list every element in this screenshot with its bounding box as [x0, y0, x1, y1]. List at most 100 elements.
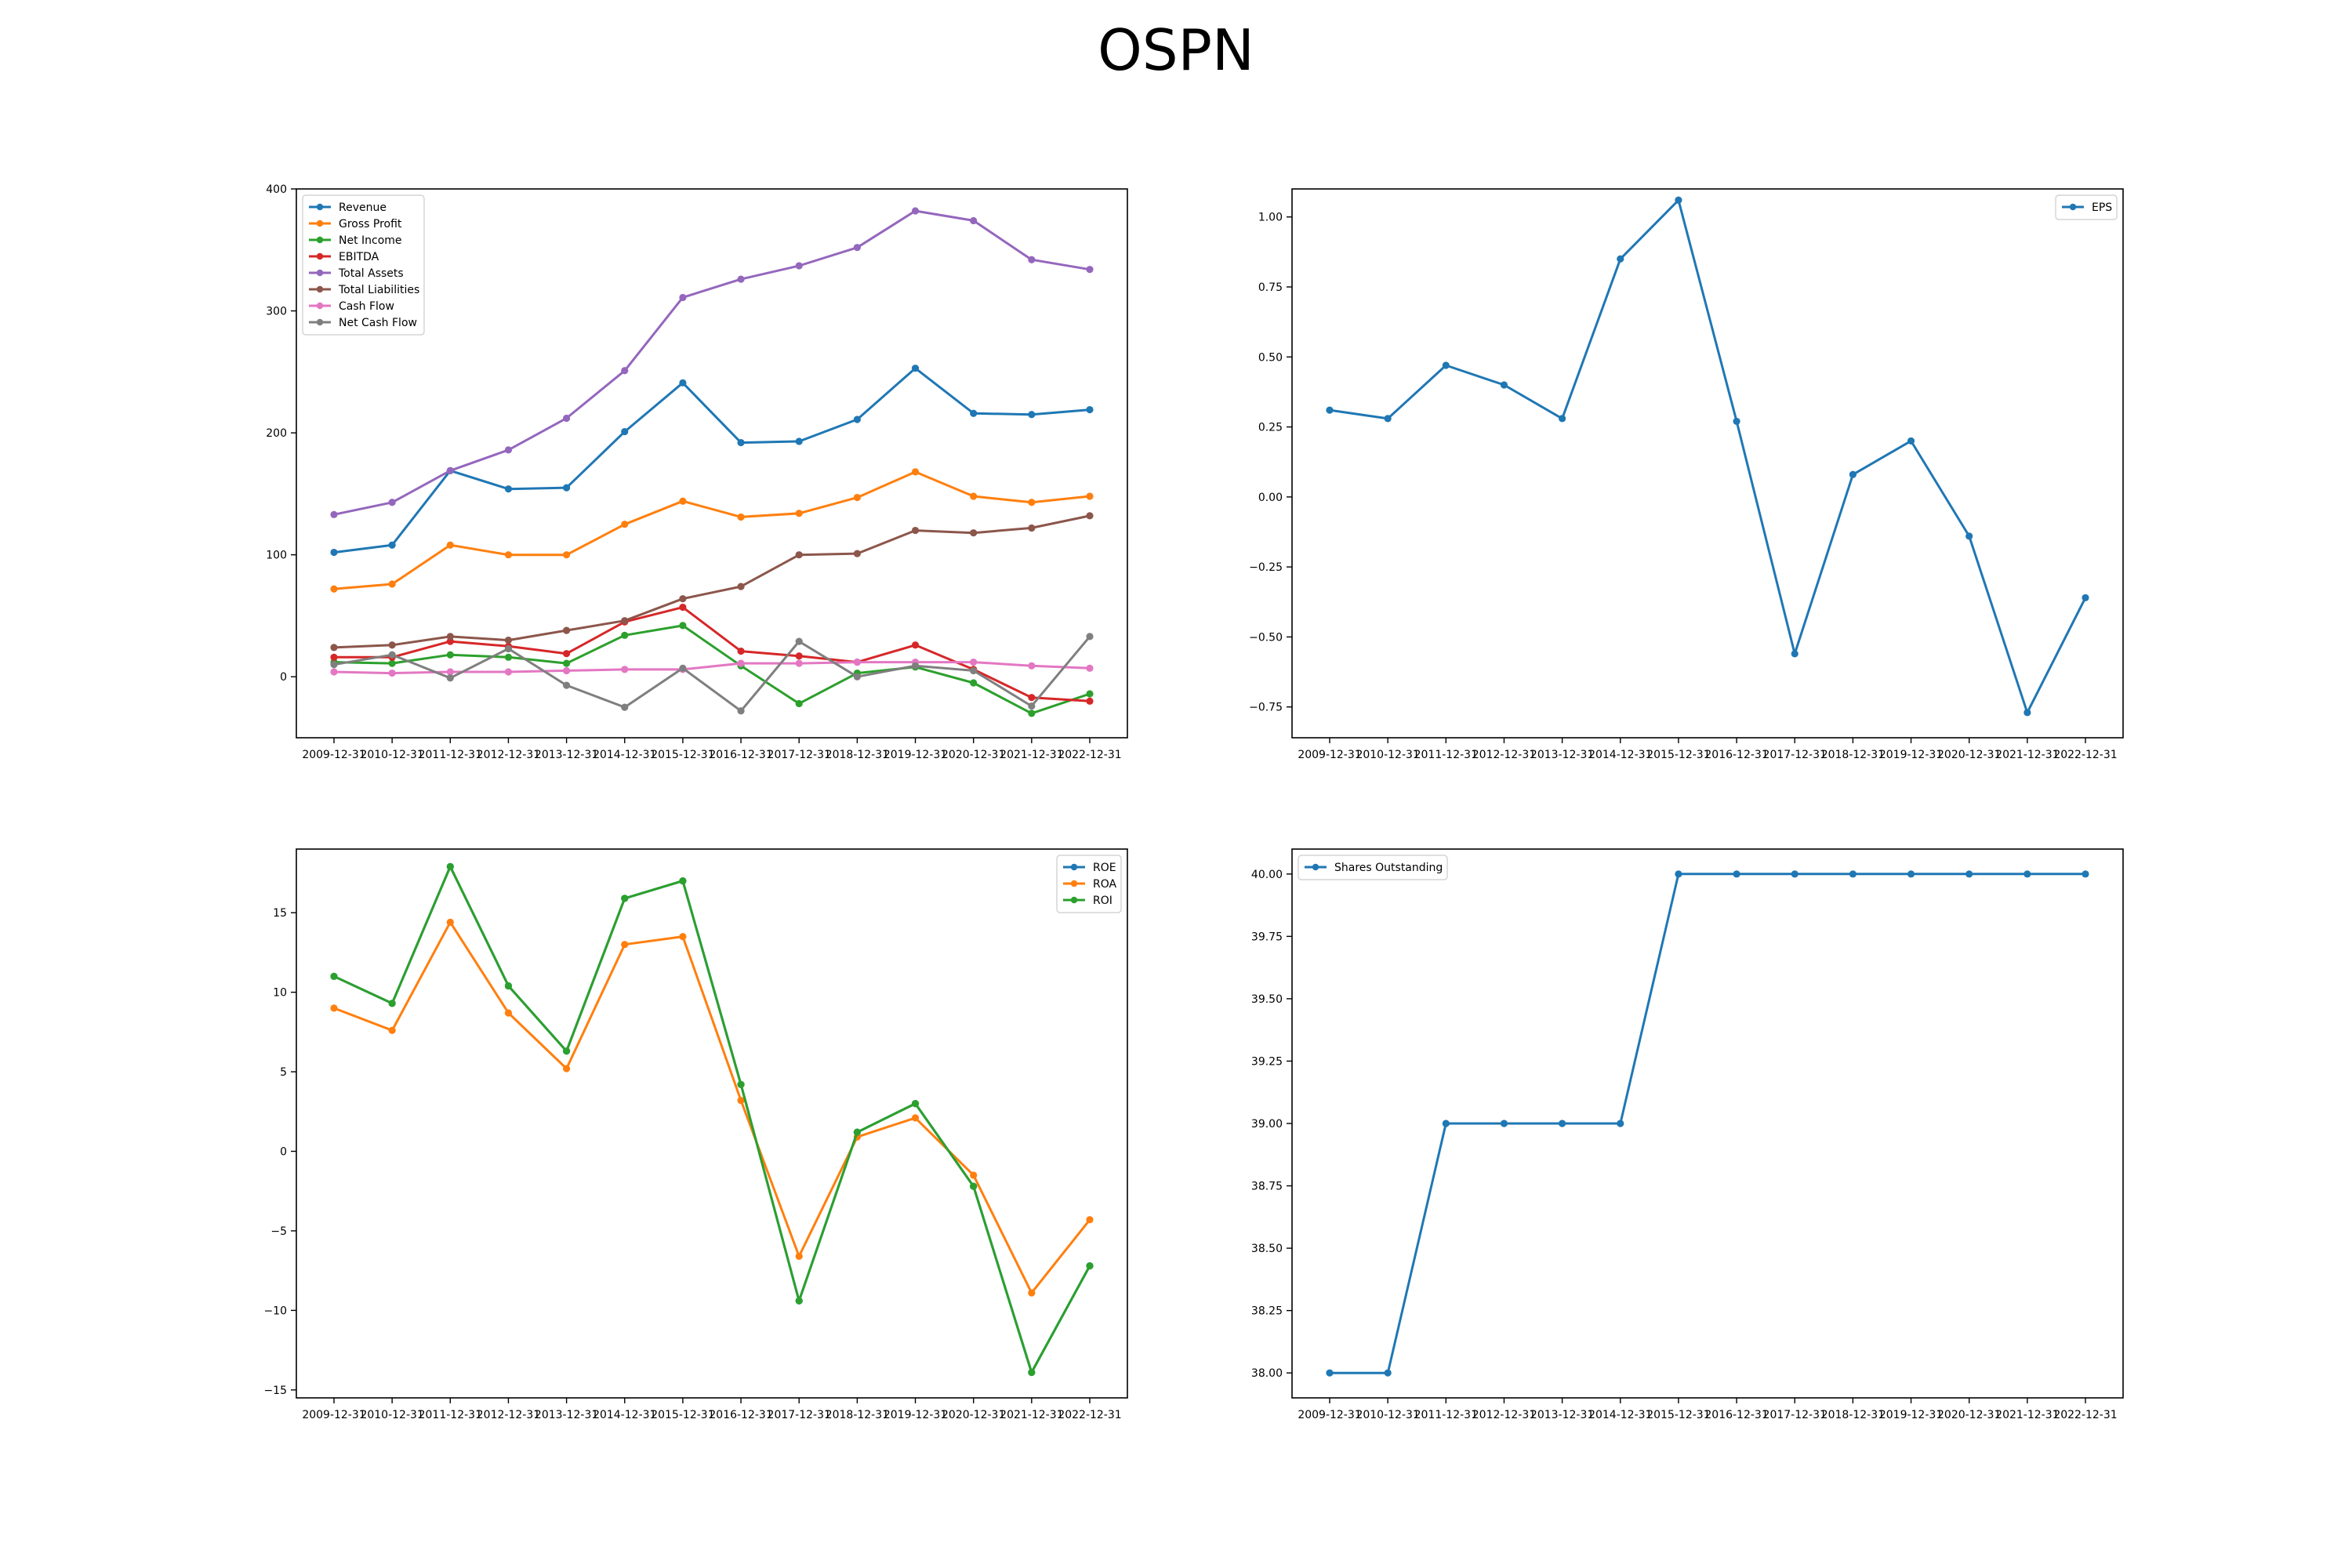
shares-ytick-label: 39.25 [1251, 1055, 1283, 1068]
data-point [563, 1065, 571, 1073]
financials-ytick-label: 300 [266, 306, 287, 318]
data-point [621, 631, 629, 639]
shares-axes-frame [1291, 848, 2124, 1399]
financials-ytick-label: 0 [280, 671, 287, 684]
data-point [1907, 437, 1915, 445]
returns-panel: −15 −10 −5 0 5 10 15 2009-12-312010-12-312011-1… [263, 848, 1128, 1421]
data-point [2082, 593, 2089, 602]
financials-xtick-label: 2016-12-31 [709, 749, 772, 761]
legend-swatch-marker [316, 285, 324, 293]
data-point [911, 468, 920, 476]
data-point [1028, 1289, 1036, 1297]
eps-xtick-label: 2022-12-31 [2053, 749, 2117, 761]
data-point [679, 664, 687, 672]
returns-xtick-label: 2011-12-31 [419, 1409, 482, 1421]
legend-swatch-marker [1312, 863, 1319, 871]
shares-xtick-label: 2013-12-31 [1530, 1409, 1594, 1421]
data-point [737, 513, 745, 521]
data-point [679, 293, 687, 302]
legend-swatch-marker [316, 236, 324, 244]
data-point [330, 1004, 338, 1012]
shares-legend: Shares Outstanding [1298, 855, 1448, 880]
returns-xtick-label: 2012-12-31 [477, 1409, 540, 1421]
data-point [737, 707, 745, 715]
data-point [446, 918, 454, 926]
legend-label: Total Liabilities [338, 284, 419, 296]
data-point [853, 673, 861, 681]
data-point [1028, 411, 1036, 419]
returns-xtick-label: 2021-12-31 [1000, 1409, 1063, 1421]
financials-series-gross-profit [330, 468, 1094, 593]
eps-xtick-label: 2017-12-31 [1763, 749, 1827, 761]
data-point [388, 1000, 396, 1007]
data-point [1791, 650, 1798, 658]
data-point [911, 662, 920, 670]
shares-xtick-label: 2020-12-31 [1937, 1409, 2001, 1421]
series-line [334, 606, 1091, 702]
data-point [853, 416, 861, 423]
returns-ytick-label: −5 [270, 1225, 287, 1238]
data-point [970, 409, 978, 417]
financials-xtick-label: 2019-12-31 [884, 749, 947, 761]
legend-label: Net Income [339, 234, 402, 247]
data-point [795, 262, 803, 270]
legend-label: EPS [2092, 201, 2112, 214]
data-point [621, 895, 629, 902]
series-line [1329, 198, 2087, 714]
data-point [970, 679, 978, 687]
data-point [330, 644, 338, 652]
legend-label: Shares Outstanding [1334, 862, 1443, 874]
data-point [446, 466, 454, 474]
shares-ytick-label: 40.00 [1251, 869, 1283, 881]
data-point [446, 862, 454, 870]
data-point [1559, 415, 1566, 423]
data-point [1028, 710, 1036, 717]
data-point [795, 652, 803, 660]
series-line [333, 514, 1091, 649]
legend-label: Net Cash Flow [339, 317, 417, 329]
legend-label: ROE [1093, 862, 1116, 874]
data-point [737, 1080, 745, 1088]
data-point [970, 666, 978, 675]
legend-swatch-marker [316, 220, 324, 227]
shares-ytick-label: 39.00 [1251, 1118, 1283, 1131]
legend-swatch-marker [316, 252, 324, 260]
financials-panel: 0 100 200 300 400 2009-12-312010-12-312011-12… [266, 183, 1128, 761]
legend-box [1298, 855, 1448, 880]
data-point [970, 529, 978, 537]
data-point [504, 644, 513, 653]
legend-box [302, 194, 425, 336]
data-point [911, 526, 920, 535]
eps-ytick-label: 0.75 [1258, 281, 1283, 294]
data-point [330, 510, 338, 518]
data-point [795, 1297, 803, 1305]
data-point [1442, 361, 1450, 369]
data-point [563, 666, 571, 675]
data-point [1326, 406, 1334, 414]
data-point [737, 275, 745, 283]
returns-xtick-label: 2016-12-31 [709, 1409, 772, 1421]
financials-xtick-label: 2015-12-31 [651, 749, 714, 761]
eps-xtick-label: 2020-12-31 [1937, 749, 2001, 761]
shares-xtick-label: 2014-12-31 [1588, 1409, 1652, 1421]
legend-swatch-marker [2069, 203, 2077, 211]
data-point [1028, 662, 1036, 670]
data-point [1086, 633, 1094, 641]
financials-xtick-label: 2018-12-31 [826, 749, 889, 761]
data-point [504, 485, 513, 493]
data-point [737, 647, 745, 655]
legend-swatch-marker [316, 203, 324, 211]
data-point [737, 659, 745, 667]
series-line [333, 920, 1091, 1294]
data-point [795, 437, 803, 445]
data-point [1500, 1120, 1508, 1127]
returns-xtick-label: 2013-12-31 [535, 1409, 598, 1421]
financials-ytick-label: 400 [266, 183, 287, 196]
series-line [333, 865, 1091, 1374]
data-point [795, 510, 803, 517]
data-point [1733, 870, 1740, 878]
returns-series-roi [330, 862, 1094, 1377]
shares-xtick-label: 2015-12-31 [1646, 1409, 1710, 1421]
data-point [1442, 1120, 1450, 1127]
data-point [446, 651, 454, 659]
